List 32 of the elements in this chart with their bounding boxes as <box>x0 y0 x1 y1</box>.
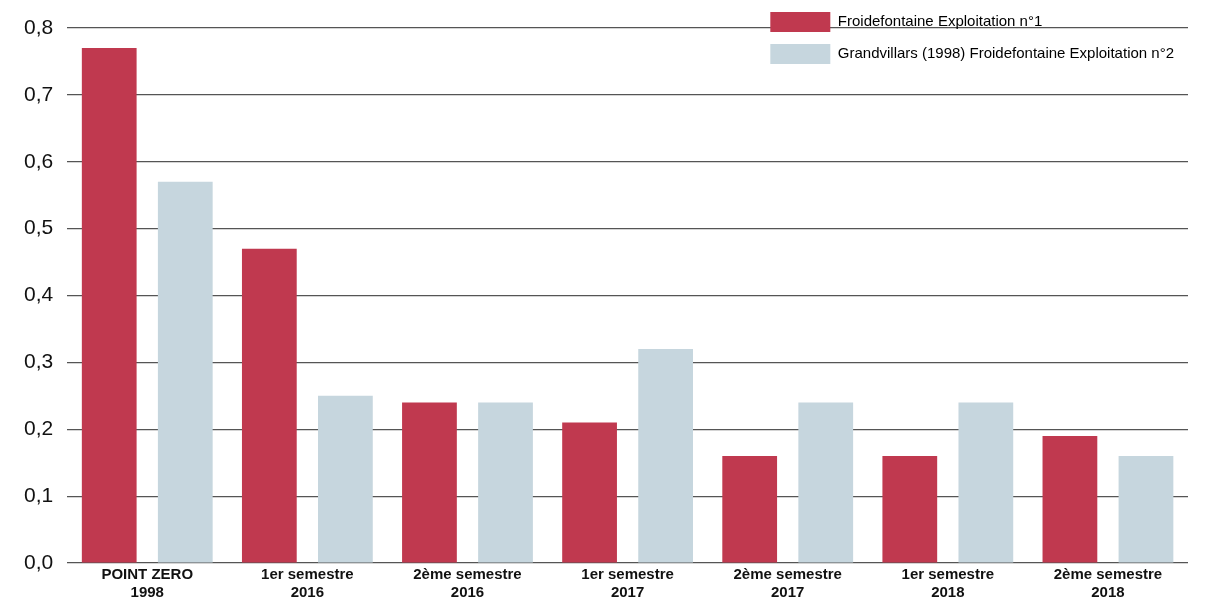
bar <box>798 402 854 563</box>
bar <box>722 456 778 563</box>
y-tick-label: 0,7 <box>23 81 54 105</box>
bar <box>1118 456 1174 563</box>
x-tick-label: POINT ZERO 1998 <box>101 565 194 601</box>
bar <box>882 456 938 563</box>
bar <box>562 422 617 563</box>
legend-label: Froidefontaine Exploitation n°1 <box>837 12 1043 30</box>
y-tick-label: 0,3 <box>23 349 54 373</box>
bar <box>157 181 213 563</box>
x-tick-label: 1er semestre 2016 <box>261 565 354 601</box>
y-tick-label: 0,4 <box>23 282 54 306</box>
x-tick-label: 2ème semestre 2017 <box>733 565 842 601</box>
y-tick-label: 0,5 <box>23 215 54 239</box>
bar <box>478 402 533 563</box>
y-tick-label: 0,8 <box>23 14 54 38</box>
bar <box>958 402 1014 563</box>
bar <box>81 48 137 563</box>
bar <box>318 395 373 563</box>
y-tick-label: 0,1 <box>23 482 54 506</box>
bar <box>402 402 457 563</box>
bar <box>241 248 297 563</box>
x-tick-label: 2ème semestre 2016 <box>413 565 522 601</box>
y-tick-label: 0,6 <box>23 148 54 172</box>
y-tick-label: 0,2 <box>23 416 54 440</box>
x-tick-label: 2ème semestre 2018 <box>1053 565 1163 601</box>
x-tick-label: 1er semestre 2018 <box>901 565 995 601</box>
x-tick-label: 1er semestre 2017 <box>581 565 674 601</box>
bar <box>1042 435 1098 563</box>
y-tick-label: 0,0 <box>23 549 54 573</box>
legend-label: Grandvillars (1998) Froidefontaine Exploitation n°2 <box>837 44 1175 62</box>
bar <box>638 349 693 563</box>
